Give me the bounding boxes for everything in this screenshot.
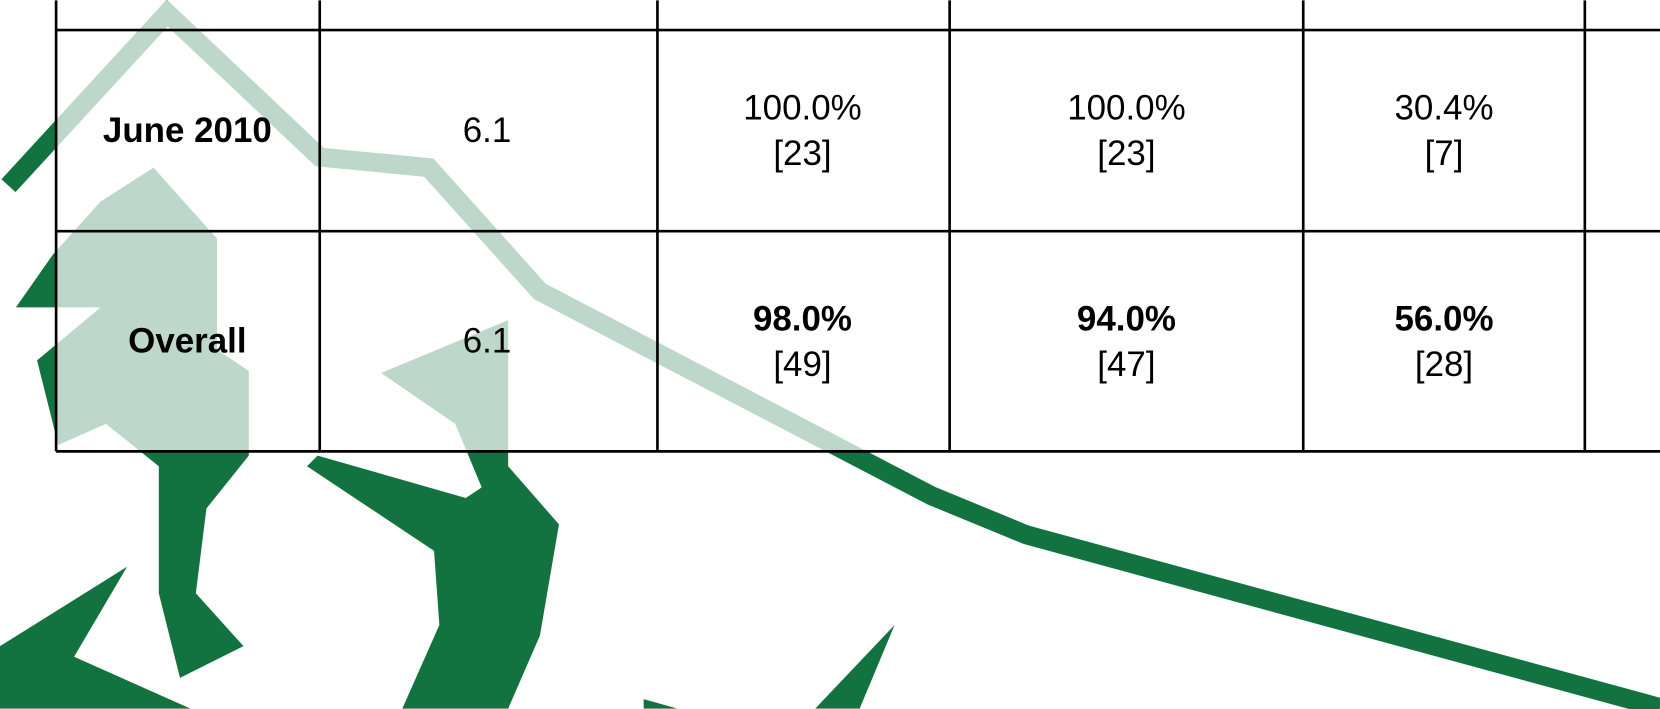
score: 6.1 xyxy=(463,111,512,150)
percent: 94.0% xyxy=(1077,299,1176,338)
score: 6.1 xyxy=(463,322,512,361)
row-label: June 2010 xyxy=(103,111,272,150)
percent: 98.0% xyxy=(753,299,852,338)
percent: 100.0% xyxy=(743,89,861,128)
count: [49] xyxy=(773,345,831,384)
table-body: June 2010 6.1 100.0% [23] 100.0% [23] 30.4% [7]… xyxy=(103,89,1494,384)
count: [23] xyxy=(773,134,831,173)
percent: 30.4% xyxy=(1395,89,1494,128)
count: [47] xyxy=(1097,345,1155,384)
table-grid xyxy=(54,0,1660,453)
percent: 56.0% xyxy=(1395,299,1494,338)
count: [28] xyxy=(1415,345,1473,384)
percent: 100.0% xyxy=(1067,89,1185,128)
count: [7] xyxy=(1425,134,1464,173)
table-background xyxy=(56,0,1660,452)
row-label: Overall xyxy=(128,322,246,361)
count: [23] xyxy=(1097,134,1155,173)
